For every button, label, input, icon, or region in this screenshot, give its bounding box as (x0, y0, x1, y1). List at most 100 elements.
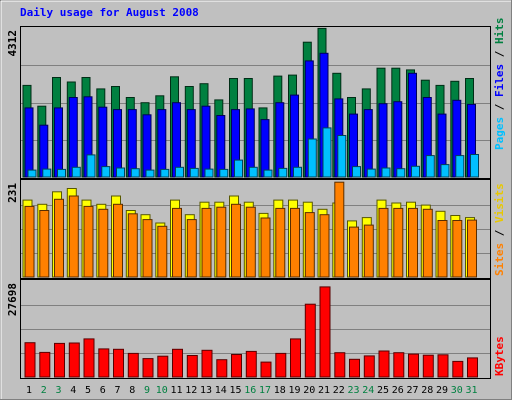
y-max-kbytes: 27698 (6, 283, 19, 316)
bar-kbytes-day-25 (378, 350, 390, 378)
legend-kbytes: KBytes (493, 336, 506, 376)
x-tick-label: 29 (436, 385, 448, 396)
x-tick-label: 25 (377, 385, 389, 396)
bar-pages-day-5 (86, 154, 96, 178)
bar-kbytes-day-30 (452, 360, 464, 378)
bar-kbytes-day-2 (39, 351, 51, 378)
x-tick-label: 16 (244, 385, 256, 396)
bar-sites-day-30 (452, 220, 463, 278)
bar-kbytes-day-12 (186, 355, 198, 378)
bar-kbytes-day-6 (98, 348, 110, 378)
bar-files-day-4 (68, 97, 78, 178)
x-tick-label: 8 (129, 385, 135, 396)
bar-files-day-14 (216, 115, 226, 178)
bar-sites-day-1 (24, 205, 35, 278)
y-max-visits: 231 (6, 183, 19, 203)
bar-pages-day-4 (71, 166, 81, 178)
x-tick-label: 15 (229, 385, 241, 396)
x-tick-label: 14 (215, 385, 227, 396)
bar-pages-day-6 (101, 166, 111, 178)
bar-sites-day-18 (275, 207, 286, 278)
bar-kbytes-day-14 (216, 359, 228, 378)
legend-sites-visits: Sites / Visits (493, 183, 506, 276)
bar-pages-day-16 (248, 166, 258, 178)
x-tick-label: 23 (347, 385, 359, 396)
bar-sites-day-19 (290, 207, 300, 278)
x-tick-label: 5 (85, 385, 91, 396)
bar-files-day-25 (378, 103, 388, 178)
x-tick-label: 9 (144, 385, 150, 396)
bar-sites-day-14 (216, 206, 227, 278)
bar-pages-day-14 (219, 168, 229, 178)
bar-sites-day-15 (231, 203, 241, 278)
bar-files-day-3 (54, 107, 63, 178)
bar-sites-day-9 (142, 219, 153, 278)
bar-files-day-19 (290, 94, 299, 178)
bar-pages-day-31 (470, 154, 479, 178)
legend-files: Files (493, 64, 506, 97)
bar-sites-day-28 (422, 208, 433, 278)
legend-hits: Hits (493, 18, 506, 45)
bar-files-day-13 (201, 105, 211, 178)
legend-pages: Pages (493, 117, 506, 150)
x-tick-label: 27 (406, 385, 418, 396)
x-tick-label: 21 (318, 385, 330, 396)
bar-pages-day-3 (57, 168, 66, 178)
bar-kbytes-day-9 (142, 358, 154, 378)
x-tick-label: 31 (465, 385, 477, 396)
bar-sites-day-20 (304, 212, 315, 278)
x-tick-label: 18 (274, 385, 286, 396)
bar-pages-day-26 (396, 168, 406, 178)
bar-pages-day-30 (455, 155, 465, 178)
bar-sites-day-8 (127, 213, 138, 278)
bar-sites-day-24 (363, 224, 374, 278)
bar-kbytes-day-17 (260, 361, 272, 378)
bar-files-day-7 (113, 109, 122, 178)
bar-files-day-24 (363, 109, 373, 178)
legend-sites: Sites (493, 243, 506, 276)
bar-files-day-26 (393, 101, 403, 178)
bar-sites-day-21 (319, 214, 330, 278)
bar-files-day-10 (157, 109, 167, 178)
bar-pages-day-29 (440, 164, 450, 178)
bar-kbytes-day-13 (201, 349, 213, 378)
bar-kbytes-day-3 (54, 342, 65, 378)
bar-pages-day-8 (130, 168, 140, 178)
x-tick-label: 17 (259, 385, 271, 396)
bar-kbytes-day-28 (422, 354, 434, 378)
x-tick-label: 4 (70, 385, 76, 396)
x-tick-label: 10 (156, 385, 168, 396)
x-tick-label: 24 (362, 385, 374, 396)
bar-files-day-27 (408, 72, 417, 178)
bar-sites-day-29 (437, 220, 448, 278)
bar-kbytes-day-19 (290, 338, 301, 378)
bar-kbytes-day-24 (363, 355, 375, 378)
bar-kbytes-day-22 (334, 352, 346, 378)
bar-sites-day-7 (113, 203, 123, 278)
bar-files-day-8 (127, 109, 137, 178)
bar-pages-day-19 (293, 166, 302, 178)
bar-pages-day-1 (27, 169, 37, 178)
x-axis-ticks: 1 2 3 4 5 6 7 8 9 10 11 12 13 14 15 16 17 18 19 20 21 22 23 24 2… (26, 385, 478, 396)
bar-pages-day-2 (42, 168, 52, 178)
legend-hits-files-pages: Pages / Files / Hits (493, 18, 506, 151)
bar-sites-day-10 (157, 225, 168, 278)
bar-pages-day-11 (175, 166, 184, 178)
bar-kbytes-day-4 (68, 342, 80, 378)
bar-kbytes-day-7 (113, 348, 124, 378)
bar-pages-day-13 (204, 168, 214, 178)
bar-sites-day-4 (68, 195, 79, 278)
x-tick-label: 28 (421, 385, 433, 396)
bar-pages-day-15 (234, 159, 243, 178)
bars-layer (22, 27, 479, 378)
bar-kbytes-day-18 (275, 352, 287, 378)
legend-visits: Visits (493, 183, 506, 223)
bar-pages-day-9 (145, 169, 155, 178)
bar-files-day-17 (260, 119, 270, 178)
x-tick-label: 2 (41, 385, 47, 396)
x-tick-label: 3 (55, 385, 61, 396)
bar-files-day-1 (24, 107, 34, 178)
bar-sites-day-2 (39, 210, 50, 278)
x-tick-label: 6 (100, 385, 106, 396)
